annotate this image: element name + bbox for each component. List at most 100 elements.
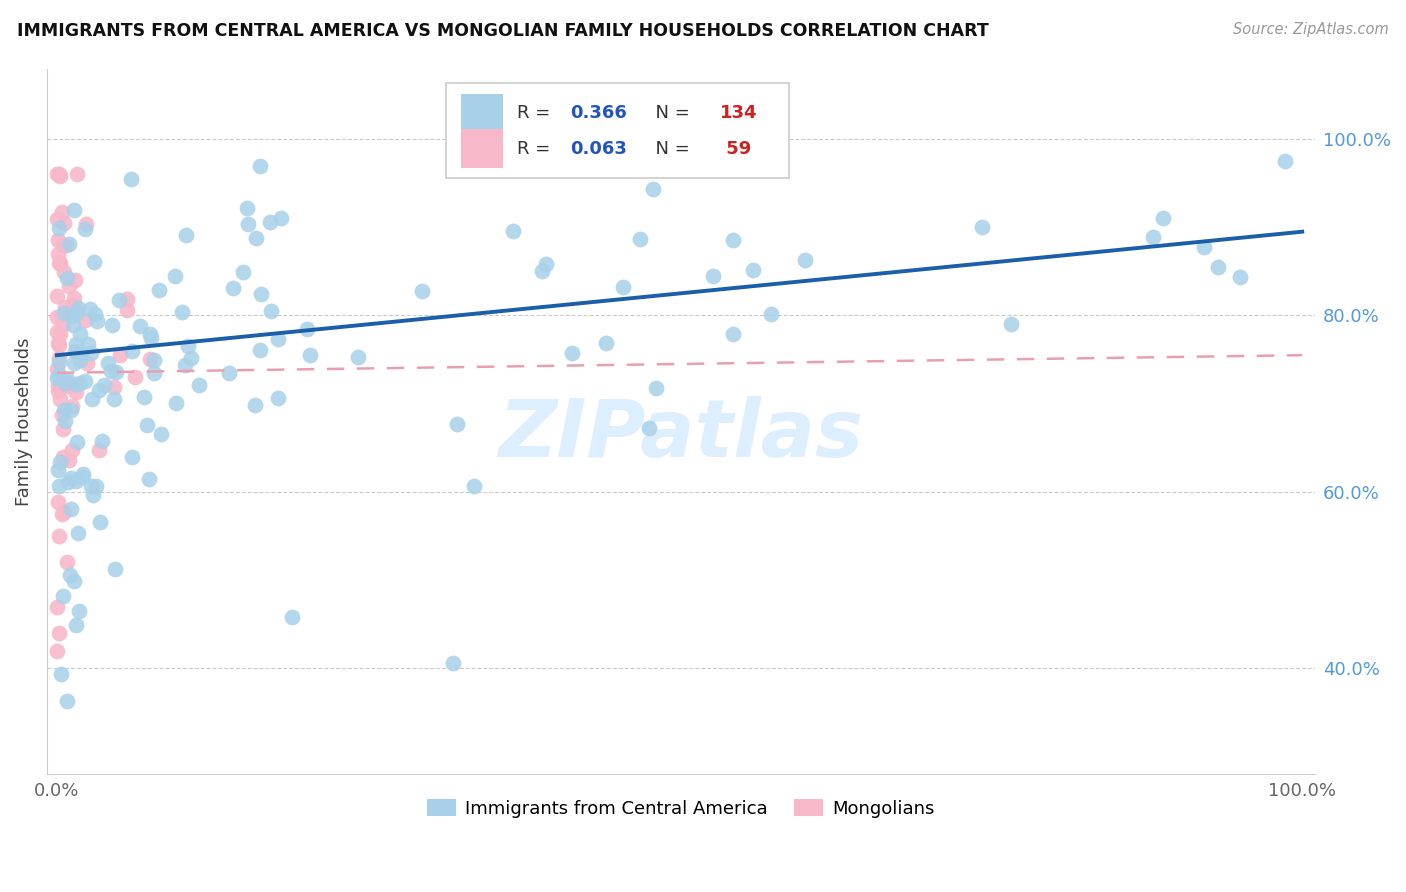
- Point: [60, 470, 83, 484]
- Point: [250, 286, 273, 301]
- Point: [249, 159, 271, 173]
- Point: [741, 263, 763, 277]
- Point: [1206, 260, 1229, 275]
- Point: [62, 291, 84, 305]
- Point: [1000, 317, 1022, 331]
- Point: [49, 326, 72, 341]
- Point: [60, 309, 83, 323]
- Point: [58, 237, 80, 252]
- Point: [612, 280, 634, 294]
- Point: [46, 167, 69, 181]
- Point: [66, 306, 89, 320]
- Point: [249, 343, 271, 357]
- Point: [270, 211, 292, 226]
- Point: [298, 348, 321, 362]
- Point: [628, 232, 651, 246]
- Point: [56, 375, 79, 389]
- Point: [245, 398, 267, 412]
- Point: [794, 252, 817, 267]
- Point: [58, 453, 80, 467]
- Point: [60, 443, 83, 458]
- Point: [83, 255, 105, 269]
- Point: [84, 307, 107, 321]
- Point: [52, 237, 75, 252]
- Point: [138, 352, 160, 367]
- Point: [463, 478, 485, 492]
- Point: [441, 656, 464, 670]
- Point: [46, 335, 69, 350]
- Point: [80, 345, 103, 359]
- Point: [1142, 229, 1164, 244]
- FancyBboxPatch shape: [461, 129, 503, 168]
- Point: [259, 215, 281, 229]
- Point: [69, 326, 91, 341]
- Point: [177, 339, 200, 353]
- Point: [87, 442, 110, 457]
- Point: [87, 384, 110, 398]
- Point: [53, 414, 76, 428]
- Point: [65, 385, 87, 400]
- Point: [267, 391, 290, 405]
- Point: [218, 367, 240, 381]
- Point: [46, 233, 69, 247]
- Point: [108, 347, 131, 361]
- Point: [55, 238, 77, 252]
- Point: [595, 336, 617, 351]
- Point: [121, 344, 143, 359]
- Point: [52, 450, 75, 464]
- Point: [45, 212, 67, 227]
- Text: N =: N =: [644, 140, 696, 158]
- Point: [53, 301, 76, 315]
- Point: [150, 427, 173, 442]
- Point: [132, 390, 155, 404]
- Point: [96, 356, 118, 370]
- Point: [45, 289, 67, 303]
- Point: [66, 525, 89, 540]
- Point: [104, 365, 127, 379]
- Point: [136, 417, 159, 432]
- Point: [60, 298, 83, 312]
- Point: [49, 255, 72, 269]
- Point: [48, 256, 70, 270]
- Point: [63, 203, 86, 218]
- FancyBboxPatch shape: [446, 83, 789, 178]
- Point: [60, 400, 83, 414]
- Text: Source: ZipAtlas.com: Source: ZipAtlas.com: [1233, 22, 1389, 37]
- Point: [59, 568, 82, 582]
- Point: [69, 376, 91, 391]
- Point: [45, 310, 67, 324]
- Point: [77, 337, 100, 351]
- Point: [56, 372, 79, 386]
- Point: [48, 529, 70, 543]
- Point: [75, 217, 97, 231]
- Point: [46, 599, 69, 614]
- Point: [702, 269, 724, 284]
- Point: [66, 434, 89, 449]
- Point: [80, 478, 103, 492]
- Point: [86, 313, 108, 327]
- Point: [115, 303, 138, 318]
- Point: [281, 610, 304, 624]
- Point: [174, 227, 197, 242]
- Point: [411, 284, 433, 298]
- Point: [297, 321, 319, 335]
- Point: [48, 626, 70, 640]
- Point: [48, 368, 70, 382]
- Point: [121, 450, 143, 464]
- Point: [721, 327, 744, 342]
- Point: [53, 306, 76, 320]
- Point: [51, 204, 73, 219]
- Point: [232, 264, 254, 278]
- Point: [129, 319, 152, 334]
- Point: [759, 307, 782, 321]
- Point: [52, 422, 75, 436]
- Point: [79, 302, 101, 317]
- Point: [48, 351, 70, 365]
- Point: [67, 604, 90, 618]
- Text: 0.366: 0.366: [571, 104, 627, 122]
- Point: [51, 318, 73, 332]
- Point: [65, 475, 87, 489]
- Point: [82, 487, 104, 501]
- Point: [972, 219, 994, 234]
- Point: [86, 479, 108, 493]
